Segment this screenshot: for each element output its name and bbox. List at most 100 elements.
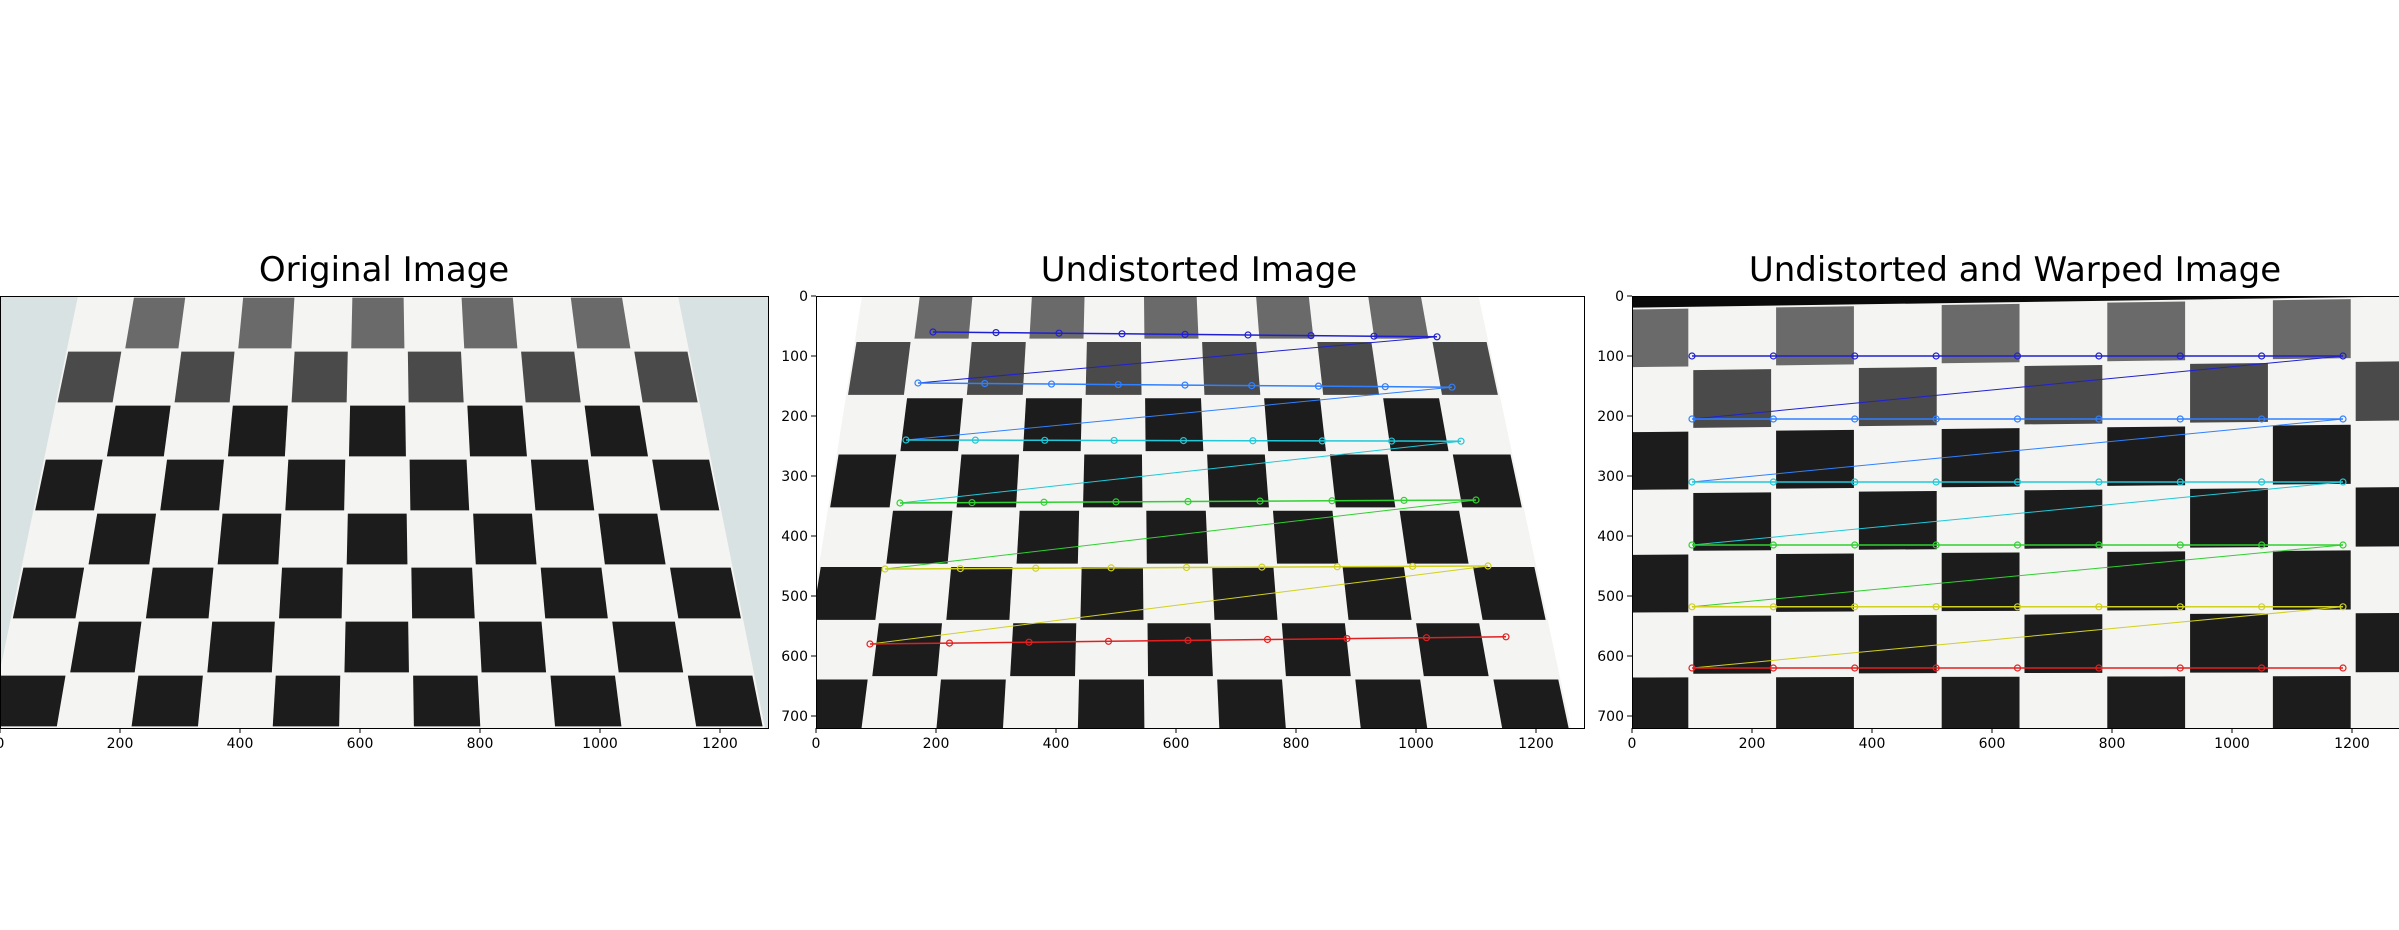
- corner-marker: [1248, 382, 1256, 390]
- corner-marker: [1422, 634, 1431, 642]
- corner-row-connector: [905, 386, 1453, 441]
- corner-marker: [2176, 352, 2184, 360]
- x-tick-label: 200: [107, 736, 134, 752]
- checker-square: [1202, 341, 1261, 395]
- corner-marker: [2176, 478, 2184, 486]
- corner-marker: [2013, 415, 2022, 423]
- corner-marker: [1851, 541, 1859, 549]
- corner-marker: [1258, 563, 1266, 571]
- corner-marker: [1307, 332, 1315, 340]
- checker-square: [217, 513, 282, 565]
- corner-marker: [2258, 415, 2266, 423]
- corner-marker: [1040, 498, 1048, 506]
- checker-square: [1080, 566, 1144, 620]
- x-tick-label: 400: [227, 736, 254, 752]
- corner-marker: [2176, 415, 2184, 423]
- y-tick-label: 400: [1597, 529, 1624, 545]
- corner-marker: [1932, 478, 1940, 486]
- checker-square: [816, 566, 882, 620]
- checker-square: [946, 566, 1013, 620]
- original-image: [0, 296, 768, 728]
- checker-square: [1207, 454, 1269, 508]
- checker-square: [461, 297, 518, 349]
- corner-marker: [1932, 352, 1940, 360]
- corner-row-connector: [1691, 606, 2344, 669]
- x-tick-label: 600: [1163, 736, 1190, 752]
- checker-square: [872, 623, 942, 677]
- corner-marker: [1032, 564, 1040, 572]
- axes-border: [816, 296, 1585, 729]
- x-tick-label: 400: [1043, 736, 1070, 752]
- checker-square: [1281, 623, 1351, 677]
- checker-square: [0, 675, 66, 727]
- checker-square: [35, 459, 103, 511]
- corner-marker: [1318, 437, 1326, 445]
- corner-row-connector: [1691, 355, 2344, 420]
- checker-square: [279, 567, 343, 619]
- checker-square: [1342, 566, 1412, 620]
- corner-marker: [1110, 436, 1118, 445]
- checker-square: [2024, 489, 2103, 549]
- corner-marker: [968, 499, 976, 507]
- checker-square: [1432, 341, 1498, 395]
- corner-marker: [1769, 603, 1777, 611]
- checker-square: [1146, 510, 1209, 564]
- corner-marker: [1688, 541, 1696, 549]
- corner-marker: [2013, 664, 2022, 672]
- checker-square: [131, 675, 203, 727]
- x-tick-label: 1000: [1398, 736, 1434, 752]
- checker-square: [2272, 424, 2351, 485]
- checker-square: [238, 297, 295, 349]
- checker-square: [1368, 296, 1429, 339]
- corner-marker: [1244, 331, 1252, 339]
- corner-marker: [1184, 497, 1192, 506]
- corner-marker: [2013, 478, 2022, 486]
- panel-title-undistorted: Undistorted Image: [1040, 250, 1358, 290]
- corner-marker: [929, 328, 937, 336]
- checker-square: [1077, 679, 1145, 728]
- panel-title-original: Original Image: [258, 250, 510, 290]
- corner-marker: [1263, 635, 1272, 644]
- checker-square: [2355, 487, 2399, 547]
- checker-square: [12, 567, 85, 619]
- checker-square: [88, 513, 157, 565]
- corner-marker: [1104, 637, 1113, 645]
- corner-marker: [992, 329, 1000, 337]
- checker-square: [1317, 341, 1380, 395]
- corner-marker: [1025, 638, 1033, 646]
- checker-square: [1143, 296, 1199, 339]
- checker-square: [160, 459, 224, 511]
- corner-marker: [2258, 603, 2266, 611]
- panel-title-warped: Undistorted and Warped Image: [1748, 250, 2282, 290]
- checker-square: [413, 675, 481, 727]
- corner-marker: [2095, 603, 2103, 611]
- checker-square: [1085, 341, 1142, 395]
- checker-square: [1632, 677, 1689, 728]
- corner-marker: [2095, 352, 2103, 360]
- corner-marker: [1400, 496, 1408, 504]
- checker-square: [145, 567, 214, 619]
- x-tick-label: 800: [467, 736, 494, 752]
- corner-marker: [1932, 664, 1940, 672]
- checker-square: [1776, 429, 1854, 489]
- y-tick-label: 500: [781, 589, 808, 605]
- corner-marker: [2013, 352, 2022, 360]
- checker-square: [687, 675, 763, 727]
- corner-row-line: [899, 499, 1477, 504]
- checker-square: [2107, 551, 2186, 611]
- corner-marker: [1114, 380, 1122, 389]
- checker-square: [2272, 550, 2351, 610]
- corner-marker: [956, 565, 964, 573]
- corner-marker: [1256, 497, 1264, 505]
- corner-marker: [1184, 636, 1192, 645]
- x-tick-label: 600: [347, 736, 374, 752]
- checker-square: [670, 567, 741, 619]
- corner-marker: [1118, 330, 1126, 338]
- checker-square: [1693, 492, 1772, 551]
- checker-square: [1941, 428, 2020, 488]
- checker-square: [2107, 426, 2186, 486]
- corner-row-connector: [1691, 418, 2344, 483]
- checker-square: [272, 675, 341, 727]
- checker-square: [1632, 431, 1689, 490]
